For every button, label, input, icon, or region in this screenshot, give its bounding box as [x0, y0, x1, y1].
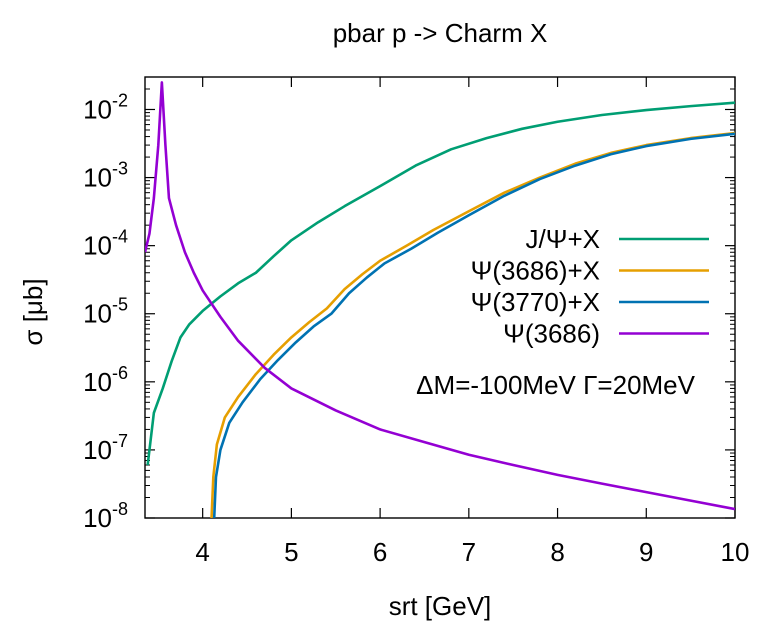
y-tick-label: 10-5	[83, 295, 128, 329]
y-tick-label: 10-6	[83, 363, 128, 397]
series-lines	[145, 81, 735, 518]
x-axis-label: srt [GeV]	[389, 591, 492, 621]
series-line-4	[145, 81, 735, 511]
y-tick-label: 10-3	[83, 159, 128, 193]
x-tick-label: 10	[721, 537, 750, 567]
series-line-1	[146, 101, 735, 466]
legend: J/Ψ+XΨ(3686)+XΨ(3770)+XΨ(3686)	[471, 224, 709, 349]
x-tick-label: 6	[373, 537, 387, 567]
x-tick-label: 9	[639, 537, 653, 567]
legend-label: J/Ψ+X	[526, 224, 600, 254]
legend-label: Ψ(3686)+X	[471, 256, 600, 286]
x-tick-label: 7	[462, 537, 476, 567]
legend-label: Ψ(3770)+X	[471, 287, 600, 317]
x-axis: 4 5 6 7 8 9 10	[195, 77, 749, 567]
plot-frame	[144, 76, 736, 519]
y-tick-label: 10-2	[83, 90, 128, 124]
y-tick-label: 10-8	[83, 499, 128, 533]
y-tick-label: 10-7	[83, 431, 128, 465]
legend-label: Ψ(3686)	[503, 319, 600, 349]
chart-annotation: ΔM=-100MeV Γ=20MeV	[416, 370, 695, 400]
series-line-2	[210, 131, 735, 518]
x-tick-label: 5	[284, 537, 298, 567]
y-tick-label: 10-4	[83, 227, 128, 261]
y-axis: 10-8 10-7 10-6 10-5 10-4 10-3 10-2	[83, 76, 735, 533]
x-tick-label: 8	[550, 537, 564, 567]
x-tick-label: 4	[195, 537, 209, 567]
plot-frame-border	[144, 76, 736, 519]
y-axis-label: σ [μb]	[18, 278, 48, 345]
chart-title: pbar p -> Charm X	[333, 18, 548, 48]
series-line-3	[212, 132, 735, 518]
